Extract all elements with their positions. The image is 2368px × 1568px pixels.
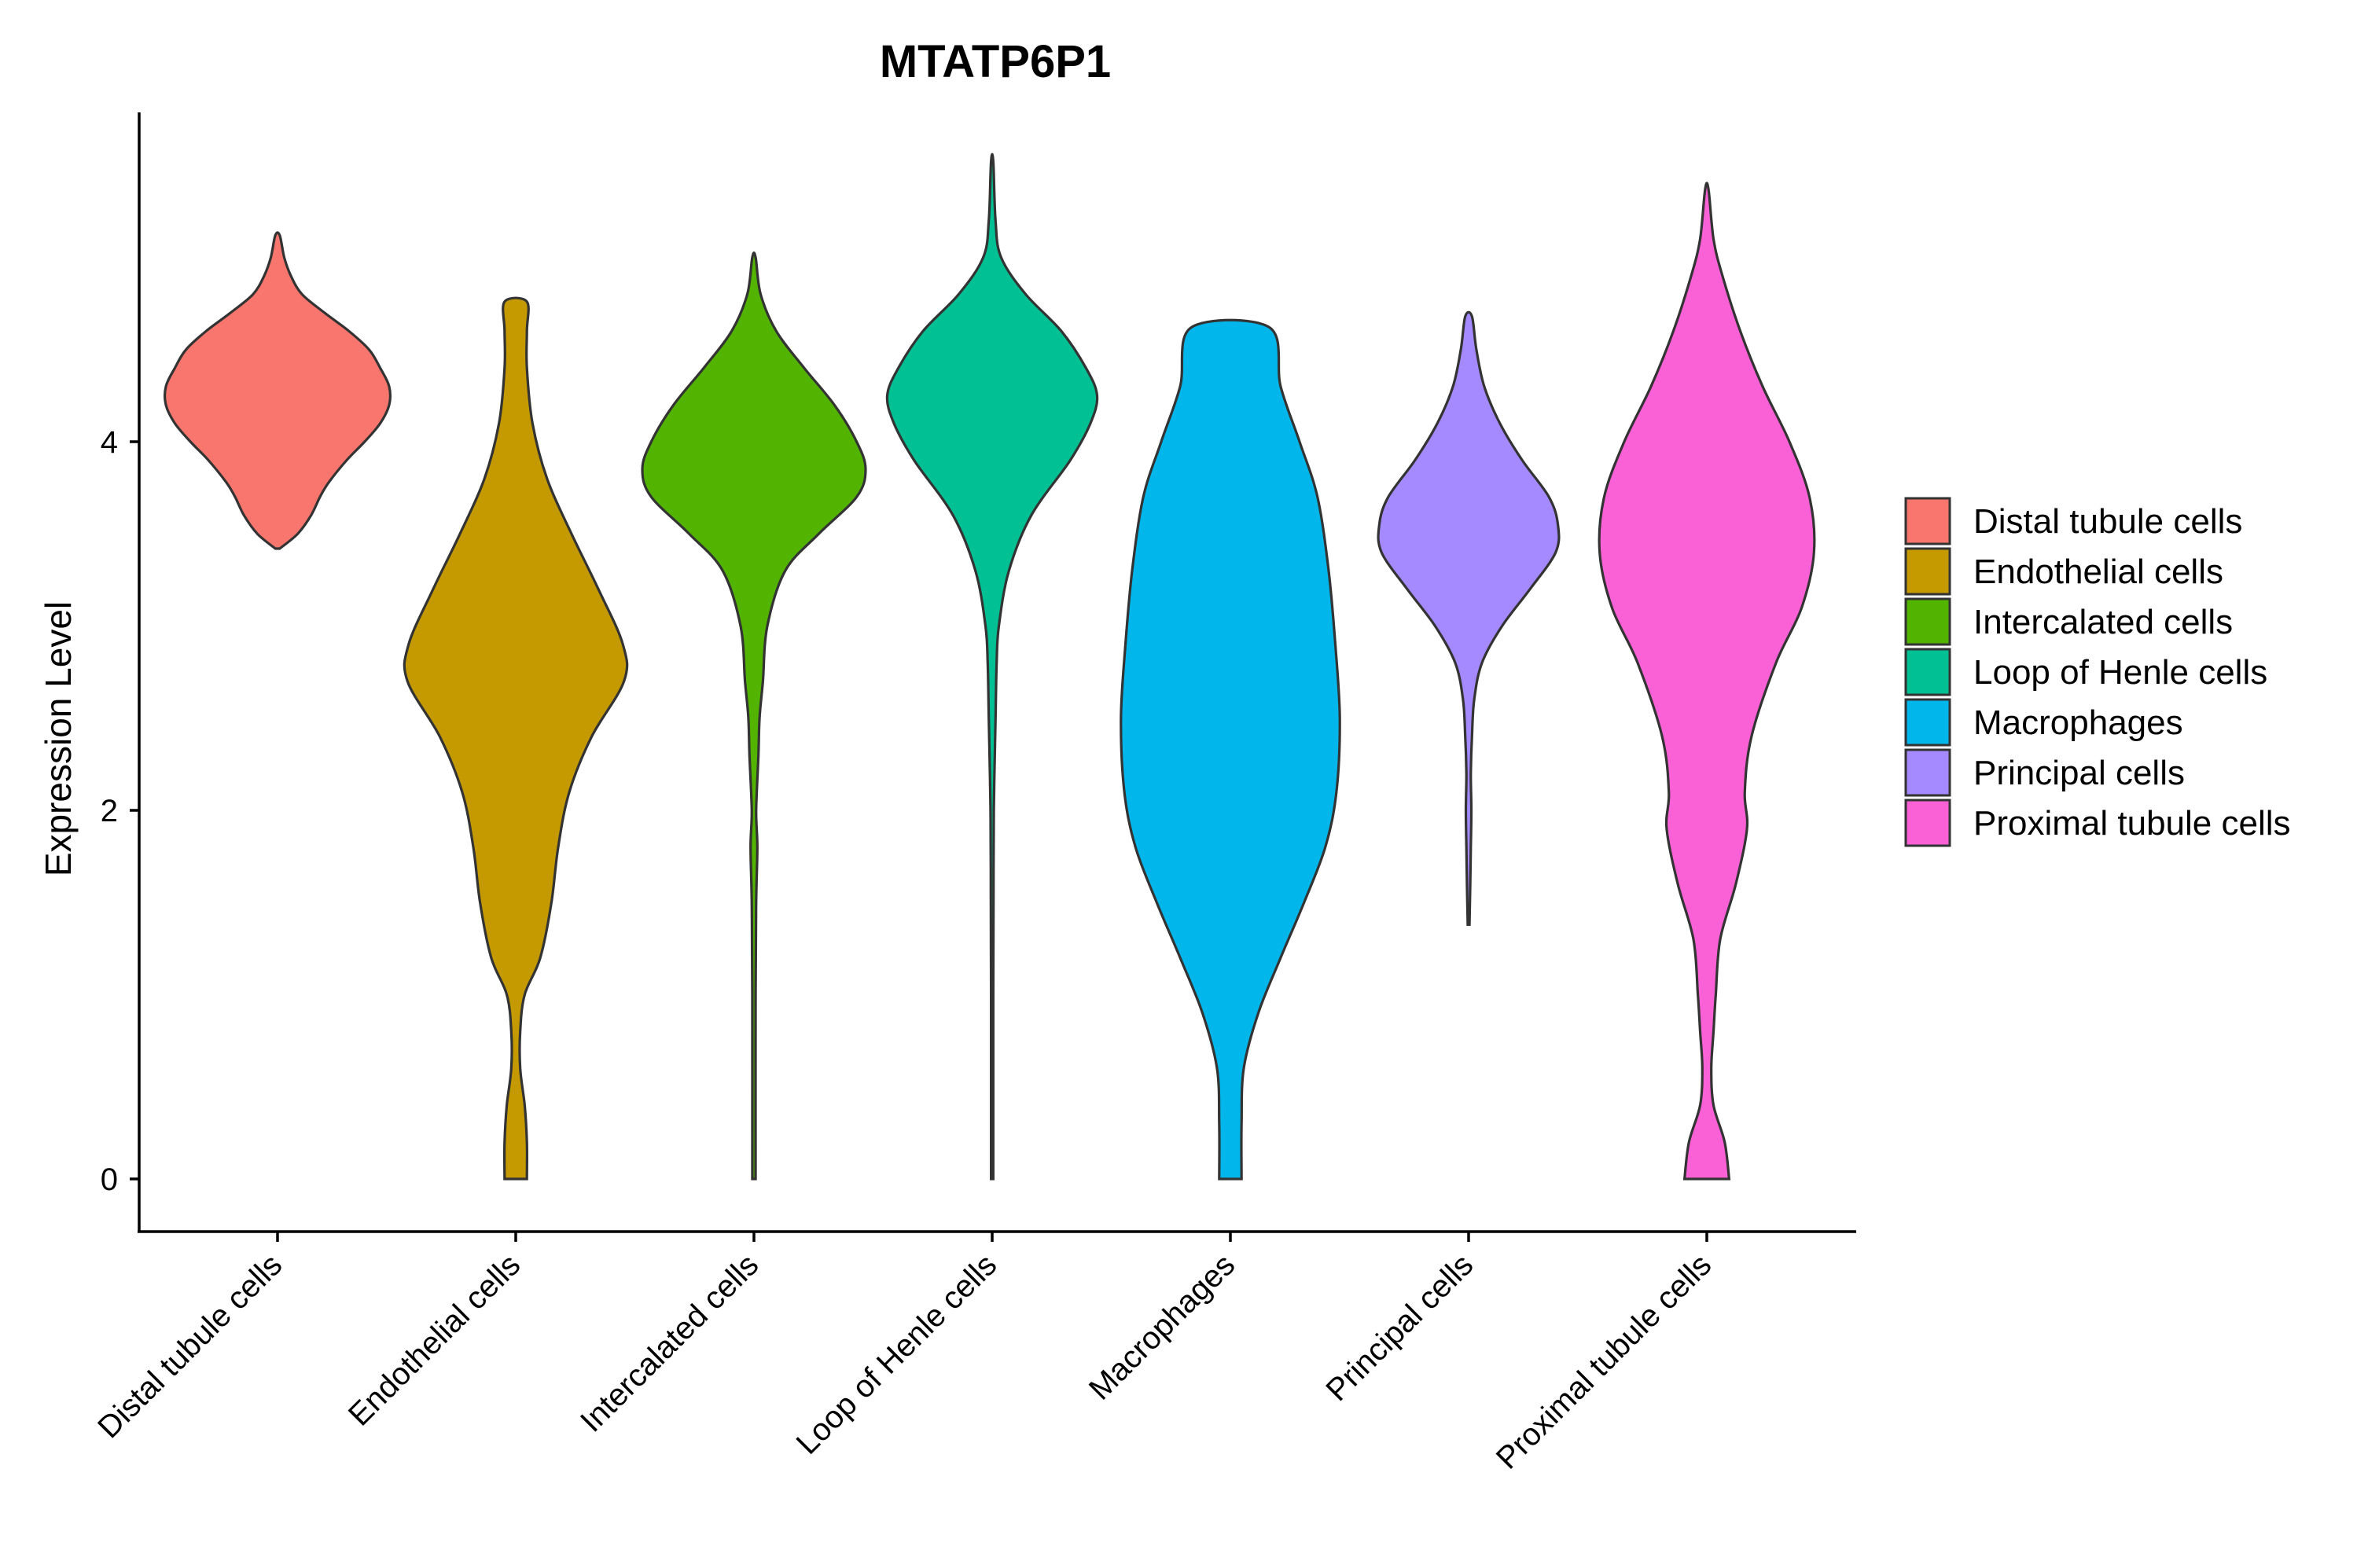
y-ticks: 0 2 4	[101, 425, 139, 1197]
violin-loop-of-henle-cells	[885, 152, 1099, 1181]
legend-swatch-distal-tubule-cells	[1904, 497, 1951, 545]
legend-label-distal-tubule-cells: Distal tubule cells	[1973, 502, 2242, 541]
violin-proximal-tubule-cells	[1598, 182, 1816, 1181]
violin-macrophages	[1120, 318, 1341, 1181]
y-tick-label: 2	[101, 794, 118, 828]
violin-intercalated-cells	[641, 252, 867, 1181]
legend-label-principal-cells: Principal cells	[1973, 754, 2185, 792]
x-tick-label-endothelial-cells: Endothelial cells	[342, 1247, 528, 1433]
legend-swatch-loop-of-henle-cells	[1904, 648, 1951, 696]
legend-label-macrophages: Macrophages	[1973, 703, 2183, 742]
chart-title: MTATP6P1	[880, 36, 1111, 87]
y-tick-label: 0	[101, 1162, 118, 1197]
x-tick-label-proximal-tubule-cells: Proximal tubule cells	[1490, 1247, 1718, 1475]
violin-group	[163, 152, 1816, 1181]
legend-swatch-proximal-tubule-cells	[1904, 799, 1951, 847]
y-tick-label: 4	[101, 425, 118, 460]
y-axis-label: Expression Level	[38, 601, 79, 876]
violin-endothelial-cells	[403, 296, 629, 1181]
violin-distal-tubule-cells	[163, 231, 392, 550]
legend: Distal tubule cells Endothelial cells Inte…	[1904, 497, 2291, 847]
legend-swatch-intercalated-cells	[1904, 597, 1951, 646]
x-tick-label-distal-tubule-cells: Distal tubule cells	[91, 1247, 289, 1445]
violin-principal-cells	[1377, 310, 1561, 926]
x-tick-label-loop-of-henle-cells: Loop of Henle cells	[790, 1247, 1004, 1461]
legend-label-proximal-tubule-cells: Proximal tubule cells	[1973, 804, 2291, 843]
legend-swatch-endothelial-cells	[1904, 547, 1951, 596]
legend-label-loop-of-henle-cells: Loop of Henle cells	[1973, 653, 2267, 692]
x-tick-label-principal-cells: Principal cells	[1319, 1247, 1480, 1408]
legend-swatch-principal-cells	[1904, 748, 1951, 797]
x-ticks: Distal tubule cells Endothelial cells Inte…	[91, 1232, 1718, 1476]
legend-label-endothelial-cells: Endothelial cells	[1973, 553, 2223, 591]
legend-label-intercalated-cells: Intercalated cells	[1973, 603, 2233, 641]
legend-swatch-macrophages	[1904, 698, 1951, 747]
x-tick-label-macrophages: Macrophages	[1083, 1247, 1241, 1406]
x-tick-label-intercalated-cells: Intercalated cells	[574, 1247, 765, 1438]
